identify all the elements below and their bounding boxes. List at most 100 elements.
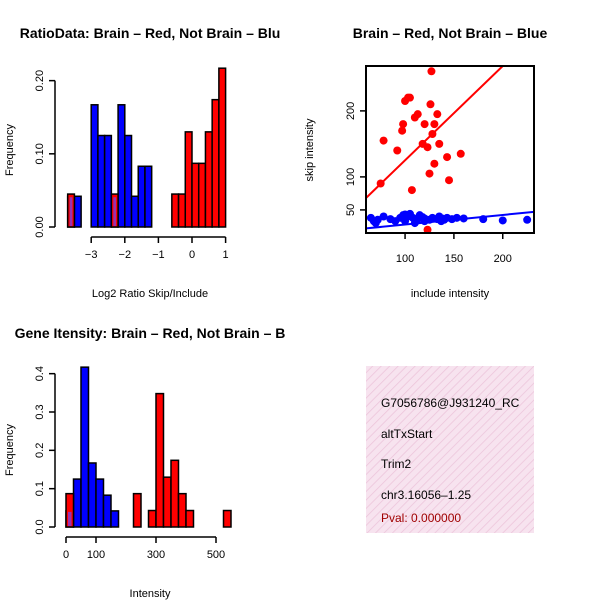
info-event-type: altTxStart: [381, 427, 433, 441]
scatter-x-axis-label: include intensity: [411, 288, 490, 300]
point-not-brain-29: [498, 216, 507, 225]
ratio-y-axis-label: Frequency: [4, 124, 16, 176]
y-tick-label-1: 0.1: [34, 481, 46, 496]
bar-overlap-1: [113, 197, 117, 226]
info-event-id: G7056786@J931240_RC: [381, 396, 520, 410]
info-panel-background: [366, 366, 534, 533]
intensity-scatter-panel: Brain – Red, Not Brain – Blue include in…: [304, 25, 547, 300]
bar-brain-5: [170, 459, 180, 528]
bar-not-brain-3: [97, 134, 106, 228]
ratio-histogram-panel: RatioData: Brain – Red, Not Brain – Blu …: [4, 25, 280, 300]
scatter-y-tick-label-0: 50: [345, 204, 357, 216]
scatter-x-axis: 100 150 200: [396, 233, 512, 265]
info-gene-name: Trim2: [381, 457, 412, 471]
x-tick-label-2: −1: [152, 249, 165, 261]
bar-brain-1: [132, 492, 142, 528]
y-tick-label-2: 0.2: [34, 443, 46, 458]
point-brain-3: [398, 126, 407, 135]
gene-y-axis-label: Frequency: [4, 424, 16, 476]
info-panel: G7056786@J931240_RC altTxStart Trim2 chr…: [366, 366, 534, 533]
bar-not-brain-6: [117, 104, 126, 228]
point-brain-22: [456, 149, 465, 158]
point-brain-19: [435, 139, 444, 148]
point-brain-2: [393, 146, 402, 155]
bar-not-brain-3: [87, 462, 97, 528]
bar-brain-3: [177, 193, 187, 228]
bar-brain-4: [184, 131, 193, 228]
ratio-x-axis-label: Log2 Ratio Skip/Include: [92, 288, 208, 300]
point-brain-23: [426, 100, 435, 109]
y-tick-label-4: 0.4: [34, 366, 46, 381]
x-tick-label-1: −2: [119, 249, 132, 261]
point-not-brain-26: [452, 213, 461, 222]
gene-y-axis: 0.0 0.1 0.2 0.3 0.4: [34, 366, 56, 535]
x-tick-label-1: 100: [87, 549, 105, 561]
bar-not-brain-4: [103, 134, 113, 228]
point-brain-0: [379, 136, 388, 145]
x-tick-label-0: 0: [63, 549, 69, 561]
bar-not-brain-1: [72, 478, 82, 528]
scatter-x-tick-label-1: 150: [445, 253, 463, 265]
gene-x-axis: 0 100 300 500: [63, 536, 225, 561]
x-tick-label-0: −3: [85, 249, 98, 261]
point-brain-21: [445, 176, 454, 185]
bar-brain-6: [197, 162, 207, 228]
scatter-chart-title: Brain – Red, Not Brain – Blue: [353, 25, 548, 41]
point-brain-7: [405, 93, 414, 102]
point-brain-15: [427, 67, 436, 76]
point-brain-24: [433, 110, 442, 119]
bar-brain-7: [204, 131, 213, 228]
scatter-x-tick-label-0: 100: [396, 253, 414, 265]
point-not-brain-32: [420, 217, 429, 226]
point-brain-12: [420, 120, 429, 129]
gene-intensity-histogram-panel: Gene Itensity: Brain – Red, Not Brain – …: [4, 325, 285, 600]
point-brain-4: [399, 120, 408, 129]
point-not-brain-4: [379, 212, 388, 221]
point-not-brain-3: [373, 215, 382, 224]
bar-not-brain-2: [90, 104, 99, 228]
bar-brain-8: [222, 509, 232, 528]
scatter-plot-box: [365, 65, 535, 234]
bar-brain-9: [218, 67, 227, 228]
scatter-y-tick-label-1: 100: [345, 168, 357, 186]
point-brain-16: [428, 129, 437, 138]
x-tick-label-4: 1: [223, 249, 229, 261]
point-not-brain-33: [437, 217, 446, 226]
point-brain-13: [423, 143, 432, 152]
gene-bars: [65, 366, 232, 528]
bar-overlap-0: [68, 511, 72, 526]
bar-brain-0: [65, 492, 75, 528]
scatter-y-axis: 50 100 200: [345, 102, 366, 216]
bar-brain-2: [171, 193, 180, 228]
gene-x-axis-label: Intensity: [130, 588, 171, 600]
bar-not-brain-2: [80, 366, 90, 528]
scatter-x-tick-label-2: 200: [494, 253, 512, 265]
bar-brain-2: [147, 509, 157, 528]
info-pval: Pval: 0.000000: [381, 511, 461, 525]
bar-brain-3: [155, 392, 165, 528]
info-location: chr3.16056–1.25: [381, 488, 471, 502]
point-brain-18: [430, 159, 439, 168]
x-tick-label-2: 300: [147, 549, 165, 561]
scatter-plot-area: [366, 66, 534, 233]
bar-brain-5: [191, 162, 200, 228]
ratio-x-axis: −3 −2 −1 0 1: [85, 236, 229, 261]
ratio-y-axis: 0.00 0.10 0.20: [34, 70, 56, 238]
point-not-brain-31: [401, 217, 410, 226]
y-tick-label-0: 0.0: [34, 519, 46, 534]
point-not-brain-30: [523, 215, 532, 224]
point-brain-14: [425, 169, 434, 178]
x-tick-label-3: 500: [207, 549, 225, 561]
x-tick-label-3: 0: [189, 249, 195, 261]
y-tick-label-1: 0.10: [34, 143, 46, 164]
point-brain-1: [376, 179, 385, 188]
scatter-y-axis-label: skip intensity: [304, 118, 316, 181]
bar-not-brain-4: [95, 478, 105, 528]
bar-not-brain-10: [144, 165, 153, 228]
ratio-bars: [66, 67, 227, 228]
y-tick-label-0: 0.00: [34, 216, 46, 237]
bar-overlap-0: [69, 197, 73, 226]
ratio-chart-title: RatioData: Brain – Red, Not Brain – Blu: [20, 25, 281, 41]
bar-not-brain-8: [130, 195, 139, 228]
